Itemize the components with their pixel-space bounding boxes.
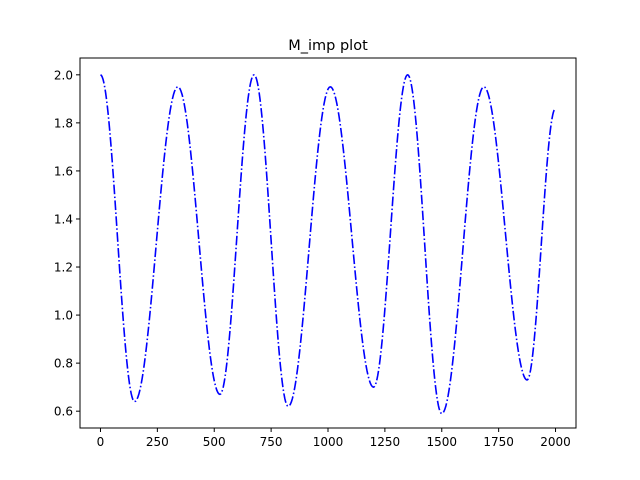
x-tick-label: 1750 [483,435,514,449]
axes-frame [79,57,577,429]
y-tick-label: 1.6 [54,164,73,178]
y-tick-label: 2.0 [54,68,73,82]
x-tick-label: 1500 [426,435,457,449]
y-tick-label: 1.2 [54,261,73,275]
y-tick-label: 1.0 [54,309,73,323]
x-tick-label: 0 [97,435,105,449]
chart-title: M_imp plot [288,38,368,54]
y-tick-label: 0.6 [54,405,73,419]
x-tick-label: 750 [260,435,283,449]
x-tick-label: 500 [203,435,226,449]
y-tick-label: 0.8 [54,357,73,371]
x-tick-label: 1000 [313,435,344,449]
x-tick-label: 2000 [540,435,571,449]
x-tick-label: 1250 [370,435,401,449]
plot-area [100,74,556,415]
series-line [100,74,556,415]
y-tick-label: 1.4 [54,212,73,226]
axis-ticks: 0 250 500 750 1000 1250 1500 1750 2000 0.6 0.8 1.0 1… [54,68,571,449]
y-tick-label: 1.8 [54,116,73,130]
x-tick-label: 250 [146,435,169,449]
